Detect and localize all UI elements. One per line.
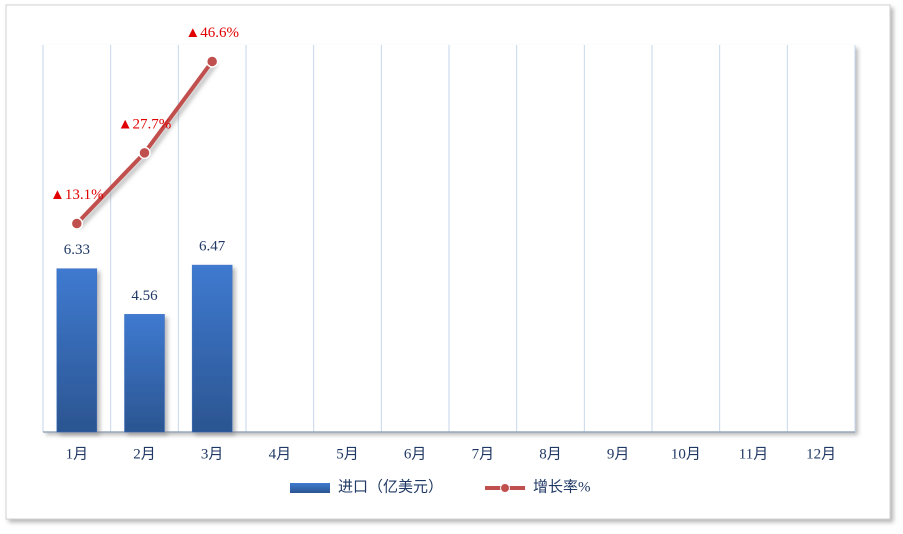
x-tick-label: 2月: [133, 446, 156, 462]
x-tick-label: 8月: [539, 446, 562, 462]
line-value-label: ▲27.7%: [118, 116, 172, 132]
x-tick-label: 11月: [739, 446, 768, 462]
bar-value-label: 6.47: [199, 239, 226, 255]
x-tick-label: 1月: [66, 446, 89, 462]
legend-label: 增长率%: [533, 478, 591, 495]
bar: [56, 268, 98, 433]
x-tick-label: 10月: [671, 446, 701, 462]
legend-swatch: [500, 483, 511, 493]
x-tick-label: 6月: [404, 446, 427, 462]
legend-swatch: [290, 483, 330, 493]
x-tick-label: 7月: [472, 446, 495, 462]
bar: [191, 264, 233, 433]
legend-label: 进口（亿美元）: [338, 478, 443, 495]
x-tick-label: 5月: [336, 446, 359, 462]
line-point: [138, 146, 151, 160]
line-point: [70, 217, 84, 230]
x-tick-label: 9月: [607, 446, 630, 462]
bar-value-label: 6.33: [64, 242, 90, 258]
bar-value-label: 4.56: [131, 288, 158, 304]
x-tick-label: 3月: [201, 446, 224, 462]
x-tick-label: 4月: [269, 446, 292, 462]
bar: [124, 314, 165, 433]
line-point: [205, 55, 219, 68]
line-value-label: ▲13.1%: [50, 187, 104, 203]
x-tick-label: 12月: [806, 446, 836, 462]
line-value-label: ▲46.6%: [185, 25, 239, 41]
